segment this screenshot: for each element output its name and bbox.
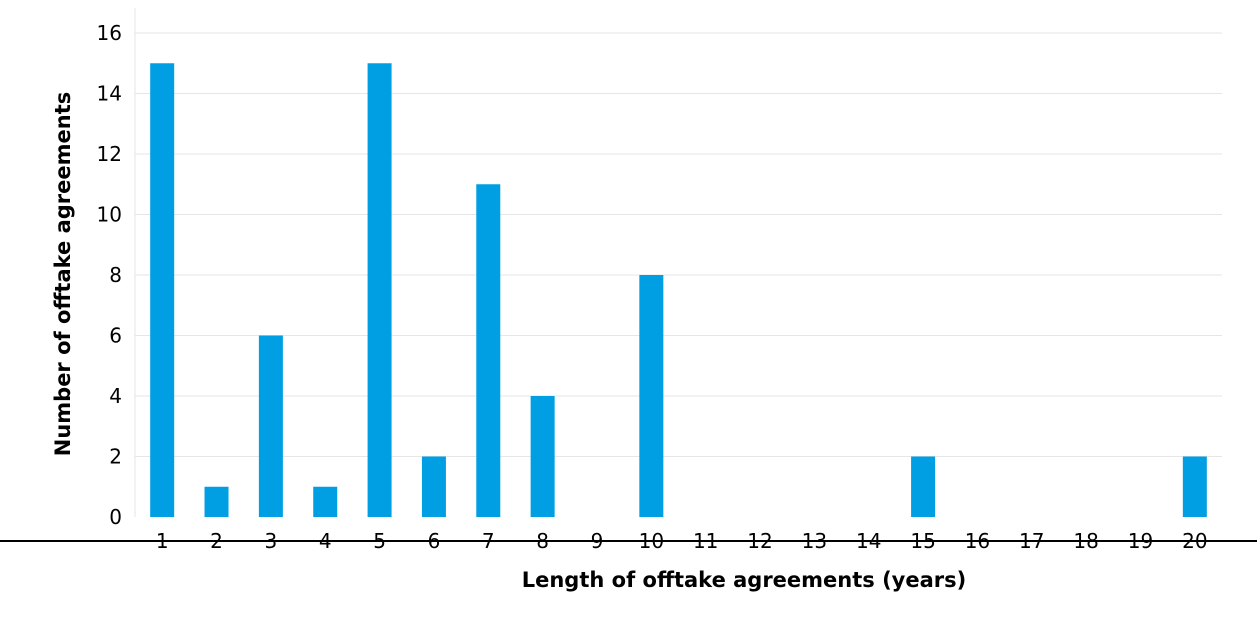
bar-5	[367, 63, 392, 517]
gridlines	[134, 8, 1222, 517]
bar-6	[421, 456, 446, 517]
x-axis-title: Length of offtake agreements (years)	[522, 568, 967, 592]
y-tick-label: 16	[97, 21, 122, 45]
bars	[150, 63, 1207, 517]
bar-8	[530, 396, 555, 517]
y-tick-label: 12	[97, 142, 122, 166]
y-tick-label: 0	[109, 505, 122, 529]
y-tick-labels: 0 2 4 6 8 10 12 14 16	[97, 21, 122, 529]
bar-4	[313, 486, 338, 517]
y-tick-label: 2	[109, 445, 122, 469]
bar-20	[1182, 456, 1207, 517]
y-tick-label: 4	[109, 384, 122, 408]
bar-1	[150, 63, 175, 517]
bar-3	[258, 335, 283, 517]
y-axis-title: Number of offtake agreements	[51, 92, 75, 457]
bar-2	[204, 486, 229, 517]
y-tick-label: 6	[109, 324, 122, 348]
y-tick-label: 10	[97, 203, 122, 227]
bar-15	[911, 456, 936, 517]
y-tick-label: 8	[109, 263, 122, 287]
bar-10	[639, 275, 664, 517]
bar-7	[476, 184, 501, 517]
y-tick-label: 14	[97, 82, 122, 106]
